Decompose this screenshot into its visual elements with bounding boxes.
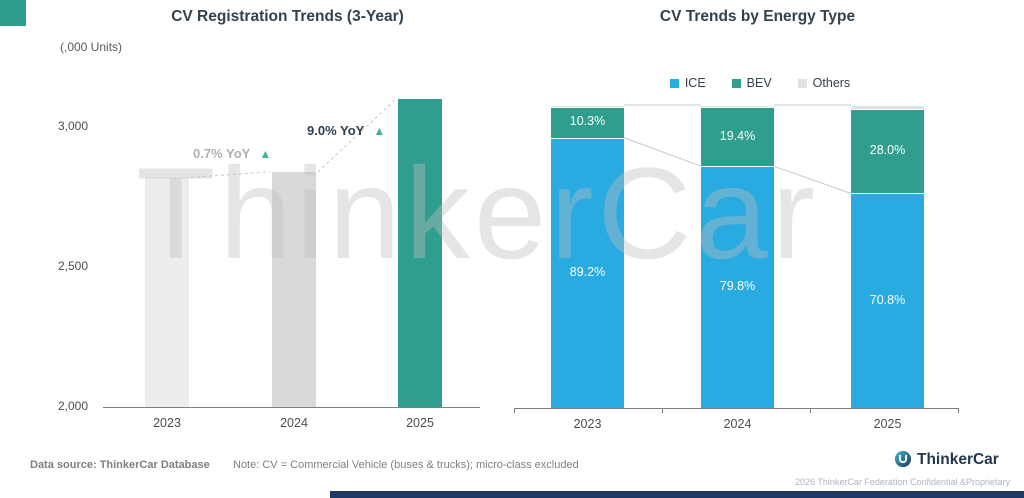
y-axis-unit-label: (,000 Units) <box>60 40 123 54</box>
bar-2025 <box>398 99 442 407</box>
axis-tick-0 <box>514 408 515 413</box>
y-tick-2,000: 2,000 <box>57 399 88 413</box>
corner-accent-square <box>0 0 26 26</box>
segment-ice-2024 <box>701 166 774 408</box>
label-ice-2023: 89.2% <box>569 264 606 279</box>
label-ice-2024: 79.8% <box>719 279 756 294</box>
bar-2024 <box>272 171 316 407</box>
y-tick-2,500: 2,500 <box>57 259 88 273</box>
axis-tick-2 <box>810 408 811 413</box>
thinkercar-logo-text: ThinkerCar <box>917 451 999 468</box>
axis-tick-3 <box>958 408 959 413</box>
left-x-label-2024: 2024 <box>280 416 308 430</box>
y-tick-3,000: 3,000 <box>57 119 88 133</box>
legend-label-others: Others <box>812 76 851 90</box>
legend-swatch-bev <box>731 78 741 88</box>
segment-ice-2023 <box>551 137 624 408</box>
footnote: Note: CV = Commercial Vehicle (buses & t… <box>233 459 579 471</box>
segment-bev-2023 <box>551 106 624 138</box>
label-bev-2024: 19.4% <box>719 128 756 143</box>
segment-bev-2025 <box>851 108 924 194</box>
data-source-label: Data source: ThinkerCar Database <box>30 459 210 471</box>
right-x-label-2024: 2024 <box>723 417 752 431</box>
up-triangle-icon: ▲ <box>373 123 386 138</box>
left-x-label-2023: 2023 <box>153 416 181 430</box>
energy-type-legend: ICE BEV Others <box>600 76 920 90</box>
legend-swatch-ice <box>669 78 679 88</box>
label-bev-2025: 28.0% <box>869 143 906 158</box>
legend-item-bev: BEV <box>731 76 772 90</box>
yoy-annotation-2025: 9.0% YoY ▲ <box>307 123 385 138</box>
segment-bev-2024 <box>701 107 774 167</box>
segment-others-2024 <box>701 105 774 108</box>
legend-label-ice: ICE <box>684 76 706 90</box>
up-triangle-icon: ▲ <box>259 146 272 161</box>
yoy-annotation-2025-text: 9.0% YoY <box>307 123 365 138</box>
axis-tick-1 <box>662 408 663 413</box>
right-x-label-2023: 2023 <box>573 417 602 431</box>
thinkercar-logo-icon <box>894 450 912 473</box>
right-x-label-2025: 2025 <box>873 417 902 431</box>
yoy-annotation-2024-text: 0.7% YoY <box>193 146 251 161</box>
label-bev-2023: 10.3% <box>569 114 606 129</box>
confidential-notice: 2026 ThinkerCar Federation Confidential … <box>795 477 1010 487</box>
bar-2023 <box>145 177 189 407</box>
segment-others-2023 <box>551 105 624 107</box>
yoy-annotation-2024: 0.7% YoY ▲ <box>193 146 271 161</box>
label-ice-2025: 70.8% <box>869 292 906 307</box>
segment-ice-2025 <box>851 193 924 408</box>
left-chart-title: CV Registration Trends (3-Year) <box>171 8 404 25</box>
legend-item-others: Others <box>797 76 851 90</box>
legend-item-ice: ICE <box>669 76 706 90</box>
right-x-axis-line <box>514 408 958 409</box>
legend-label-bev: BEV <box>746 76 772 90</box>
legend-swatch-others <box>797 78 807 88</box>
left-x-label-2025: 2025 <box>406 416 434 430</box>
segment-others-2025 <box>851 105 924 109</box>
right-chart-title: CV Trends by Energy Type <box>659 8 856 25</box>
left-x-axis-line <box>103 407 480 408</box>
bottom-accent-bar <box>330 491 1024 498</box>
